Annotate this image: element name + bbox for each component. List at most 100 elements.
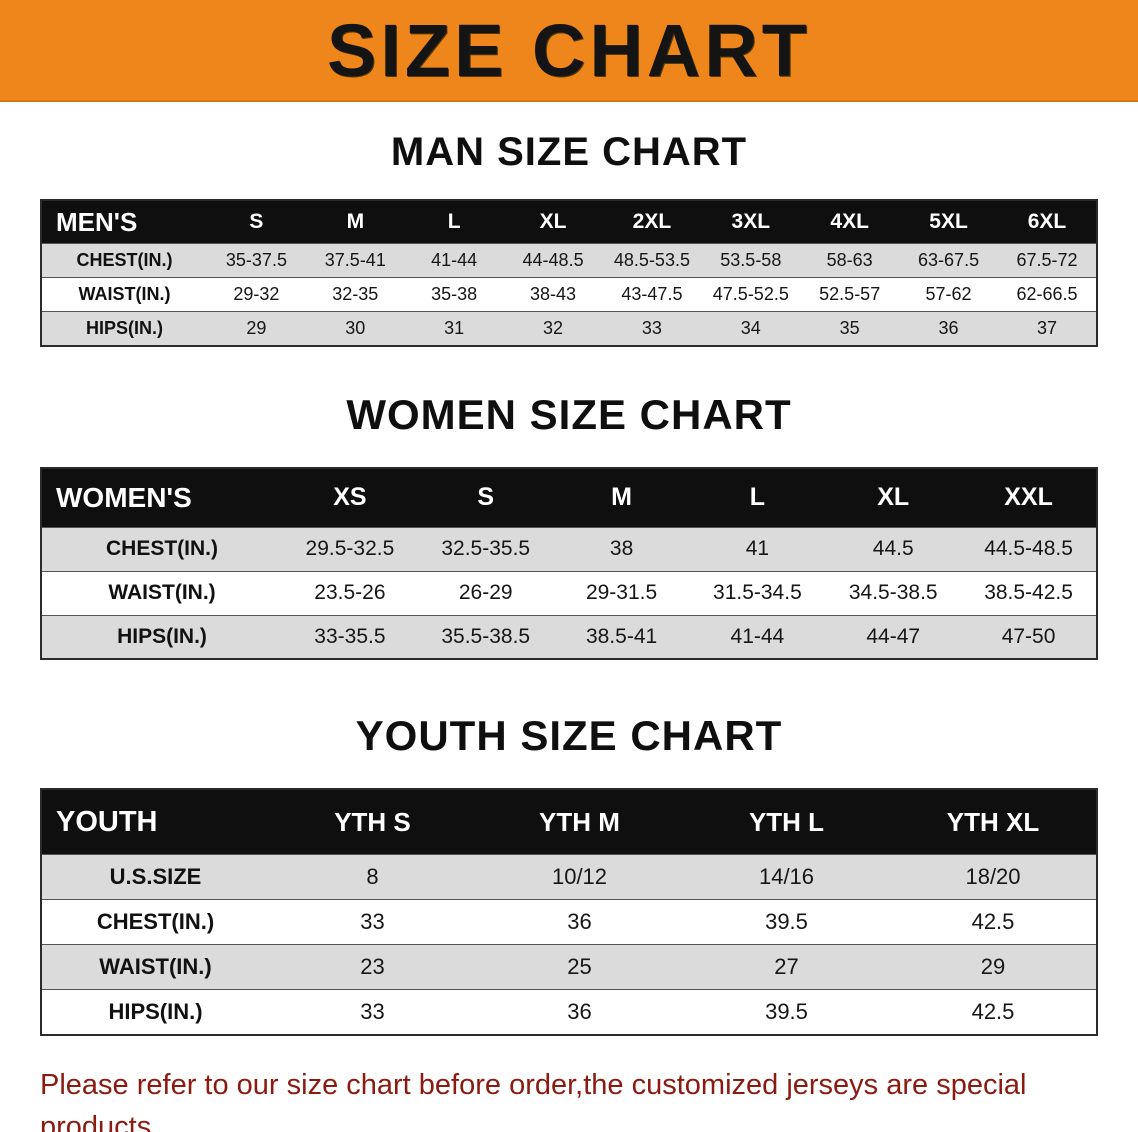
size-value-cell: 48.5-53.5 — [613, 250, 690, 270]
size-value-cell: 67.5-72 — [1016, 250, 1078, 270]
size-value-cell: 18/20 — [965, 864, 1021, 889]
table-row: HIPS(IN.) 33 36 39.5 42.5 — [41, 989, 1097, 1035]
banner: SIZE CHART — [0, 0, 1138, 102]
man-section-title: MAN SIZE CHART — [390, 130, 748, 174]
table-header-row: MEN'S S M L XL 2XL 3XL 4XL 5XL 6XL — [41, 200, 1097, 244]
size-value-cell: 44.5 — [872, 537, 914, 560]
page-title: SIZE CHART — [327, 8, 811, 92]
size-value-cell: 37.5-41 — [324, 250, 386, 270]
table-corner-label: MEN'S — [41, 200, 207, 244]
size-value-cell: 38-43 — [530, 284, 577, 304]
table-row: WAIST(IN.) 29-32 32-35 35-38 38-43 43-47.5 47.… — [41, 277, 1097, 312]
size-value-cell: 35-37.5 — [225, 250, 287, 270]
footer-note-line-1: Please refer to our size chart before or… — [40, 1068, 1027, 1132]
size-value-cell: 52.5-57 — [819, 284, 881, 304]
row-label: CHEST(IN.) — [106, 537, 218, 560]
size-column-header: XL — [825, 467, 962, 527]
size-value-cell: 31 — [444, 317, 465, 338]
row-label: CHEST(IN.) — [76, 250, 173, 270]
size-value-cell: 31.5-34.5 — [713, 581, 802, 604]
size-column-header: 6XL — [998, 200, 1097, 244]
size-value-cell: 35 — [839, 317, 860, 338]
size-value-cell: 41 — [745, 537, 770, 560]
youth-section-title: YOUTH SIZE CHART — [355, 712, 783, 759]
size-value-cell: 44-48.5 — [522, 250, 584, 270]
size-value-cell: 57-62 — [925, 284, 972, 304]
size-value-cell: 47.5-52.5 — [712, 284, 789, 304]
size-value-cell: 35.5-38.5 — [441, 624, 531, 648]
row-label: WAIST(IN.) — [99, 954, 212, 979]
size-column-header: YTH M — [476, 789, 683, 855]
size-value-cell: 43-47.5 — [621, 284, 683, 304]
size-value-cell: 39.5 — [765, 998, 808, 1024]
size-value-cell: 29 — [980, 954, 1006, 979]
size-value-cell: 47-50 — [1001, 624, 1056, 648]
row-label: WAIST(IN.) — [108, 581, 216, 604]
size-value-cell: 38.5-41 — [585, 624, 658, 648]
size-value-cell: 29.5-32.5 — [305, 537, 395, 560]
size-value-cell: 58-63 — [826, 250, 873, 270]
size-value-cell: 38 — [609, 537, 634, 560]
size-value-cell: 35-38 — [431, 284, 478, 304]
size-column-header: YTH XL — [890, 789, 1097, 855]
size-value-cell: 32 — [543, 317, 564, 338]
size-column-header: M — [553, 467, 690, 527]
size-value-cell: 63-67.5 — [918, 250, 980, 270]
size-value-cell: 27 — [774, 954, 799, 979]
size-column-header: M — [305, 200, 405, 244]
size-value-cell: 62-66.5 — [1016, 284, 1078, 304]
size-value-cell: 38.5-42.5 — [984, 581, 1073, 604]
table-row: WAIST(IN.) 23 25 27 29 — [41, 944, 1097, 990]
size-value-cell: 26-29 — [458, 581, 513, 604]
size-value-cell: 10/12 — [551, 864, 608, 889]
size-value-cell: 36 — [938, 317, 959, 338]
size-column-header: 5XL — [899, 200, 998, 244]
size-value-cell: 33 — [360, 909, 385, 934]
table-header-row: WOMEN'S XS S M L XL XXL — [41, 467, 1097, 527]
footer-note: Please refer to our size chart before or… — [40, 1064, 1138, 1132]
size-value-cell: 33 — [360, 998, 385, 1024]
size-value-cell: 44.5-48.5 — [984, 537, 1073, 560]
size-column-header: S — [207, 200, 306, 244]
size-value-cell: 33-35.5 — [314, 624, 386, 648]
size-value-cell: 8 — [366, 864, 379, 889]
size-value-cell: 25 — [567, 954, 592, 979]
women-size-table: WOMEN'S XS S M L XL XXL CHEST(IN.) 29.5-32.5 32.5… — [40, 466, 1098, 660]
size-value-cell: 37 — [1036, 317, 1058, 338]
table-row: WAIST(IN.) 23.5-26 26-29 29-31.5 31.5-34.5 34… — [41, 571, 1097, 615]
row-label: HIPS(IN.) — [85, 317, 163, 338]
row-label: WAIST(IN.) — [78, 284, 171, 304]
size-value-cell: 44-47 — [866, 624, 921, 648]
size-column-header: L — [404, 200, 504, 244]
size-value-cell: 36 — [567, 998, 592, 1024]
size-value-cell: 41-44 — [730, 624, 785, 648]
table-header-row: YOUTH YTH S YTH M YTH L YTH XL — [41, 789, 1097, 855]
size-value-cell: 14/16 — [758, 864, 815, 889]
man-size-table: MEN'S S M L XL 2XL 3XL 4XL 5XL 6XL CHEST(IN.) 35-37… — [40, 199, 1098, 347]
size-value-cell: 23 — [360, 954, 385, 979]
youth-size-table: YOUTH YTH S YTH M YTH L YTH XL U.S.SIZE 8 10/12… — [40, 788, 1098, 1036]
table-row: HIPS(IN.) 33-35.5 35.5-38.5 38.5-41 41-44 44-… — [41, 615, 1097, 659]
row-label: HIPS(IN.) — [108, 998, 203, 1024]
size-value-cell: 39.5 — [765, 909, 808, 934]
women-section-title: WOMEN SIZE CHART — [346, 390, 792, 438]
size-value-cell: 23.5-26 — [314, 581, 386, 604]
table-row: U.S.SIZE 8 10/12 14/16 18/20 — [41, 854, 1097, 900]
table-row: CHEST(IN.) 35-37.5 37.5-41 41-44 44-48.5 48.5… — [41, 243, 1097, 278]
table-row: HIPS(IN.) 29 30 31 32 33 34 35 36 37 — [41, 311, 1097, 346]
size-column-header: XXL — [961, 467, 1097, 527]
size-value-cell: 32.5-35.5 — [441, 537, 531, 560]
size-value-cell: 36 — [567, 909, 592, 934]
size-value-cell: 29-31.5 — [585, 581, 658, 604]
table-corner-label: WOMEN'S — [41, 467, 282, 527]
size-column-header: XL — [503, 200, 603, 244]
row-label: U.S.SIZE — [109, 864, 202, 889]
size-value-cell: 34 — [740, 317, 761, 338]
size-column-header: XS — [282, 467, 418, 527]
size-column-header: 2XL — [602, 200, 702, 244]
size-column-header: 4XL — [800, 200, 900, 244]
size-value-cell: 29 — [246, 317, 267, 338]
size-column-header: YTH S — [269, 789, 476, 855]
table-corner-label: YOUTH — [41, 789, 269, 855]
size-value-cell: 30 — [345, 317, 366, 338]
